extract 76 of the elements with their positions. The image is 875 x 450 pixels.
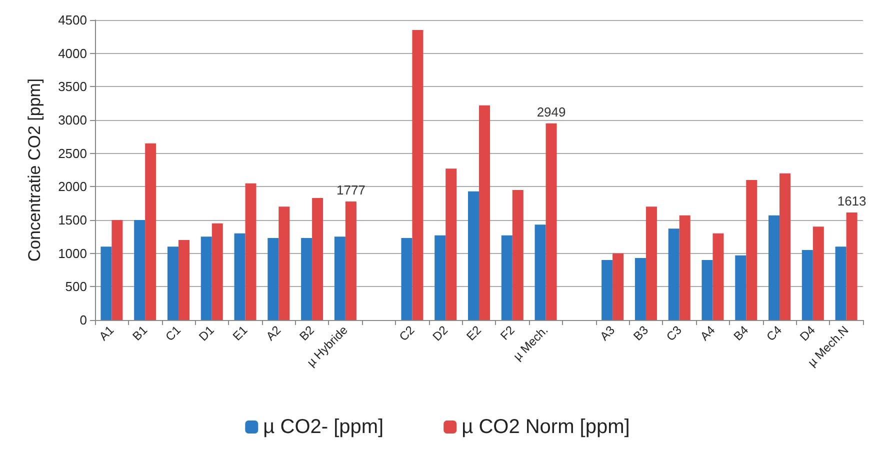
x-tick-label: B3 [630, 322, 652, 344]
y-tick-label: 4000 [58, 46, 87, 61]
bar [534, 224, 546, 320]
y-tick-label: 3000 [58, 112, 87, 128]
x-tick-label: C4 [764, 322, 785, 344]
x-tick-label: D4 [797, 322, 818, 344]
x-tick-label: A2 [263, 322, 284, 344]
x-tick-label: D2 [430, 322, 451, 344]
bar [612, 253, 624, 320]
bar [780, 173, 791, 320]
legend-label: µ CO2- [ppm] [263, 416, 384, 438]
bar [501, 235, 512, 320]
bar [312, 198, 324, 320]
data-label: 2949 [536, 104, 566, 120]
bar [702, 260, 713, 320]
bar [446, 168, 457, 320]
bar [479, 105, 490, 320]
x-tick-label: C2 [396, 322, 418, 344]
x-tick-label: C1 [162, 322, 184, 344]
y-tick-label: 1500 [58, 212, 87, 228]
bar [835, 246, 846, 320]
bar [268, 238, 279, 320]
y-tick-label: 2500 [58, 146, 87, 161]
legend-label: µ CO2 Norm [ppm] [462, 416, 630, 438]
bar [768, 215, 780, 320]
bar [735, 255, 746, 320]
bar [112, 220, 123, 320]
y-tick-label: 2000 [58, 179, 87, 194]
bar [512, 190, 524, 320]
bar [245, 183, 256, 320]
bar [167, 246, 178, 320]
y-tick-label: 3500 [58, 79, 87, 94]
data-label: 1613 [837, 193, 866, 208]
y-axis-title: Concentratie CO2 [ppm] [25, 78, 44, 262]
data-label: 1777 [336, 182, 366, 198]
bar [301, 238, 312, 320]
x-tick-label: C3 [664, 322, 685, 344]
x-tick-label: A1 [96, 322, 117, 344]
bar [200, 236, 212, 320]
x-tick-label: B2 [296, 322, 318, 344]
bar [812, 226, 824, 320]
x-tick-label: A4 [697, 322, 718, 344]
x-tick-label: A3 [597, 322, 618, 344]
x-tick-label: E2 [464, 322, 484, 344]
bar [134, 220, 146, 320]
bar [468, 191, 479, 320]
x-tick-label: E1 [230, 322, 250, 344]
bar [668, 228, 680, 320]
bar [145, 143, 156, 320]
bar [546, 123, 557, 320]
bar [602, 260, 613, 320]
x-tick-label: F2 [498, 322, 518, 343]
bar [401, 238, 412, 320]
bar [846, 212, 858, 320]
bar [746, 180, 758, 320]
bar [234, 233, 246, 320]
x-tick-label: D1 [196, 322, 218, 344]
bar [802, 250, 813, 320]
bar [412, 30, 424, 320]
bar [278, 206, 290, 320]
bar [434, 235, 446, 320]
bar [345, 202, 356, 320]
bar [178, 240, 190, 320]
y-tick-label: 4500 [58, 12, 87, 28]
bar [634, 258, 646, 320]
y-tick-label: 0 [80, 312, 87, 328]
bar [679, 215, 690, 320]
bar [712, 233, 724, 320]
y-tick-label: 1000 [58, 246, 87, 261]
x-tick-label: B4 [730, 322, 752, 344]
y-tick-label: 500 [65, 279, 87, 294]
bar [646, 206, 657, 320]
bar [212, 223, 223, 320]
bar [100, 246, 112, 320]
x-tick-label: B1 [130, 322, 150, 344]
bar [334, 236, 346, 320]
